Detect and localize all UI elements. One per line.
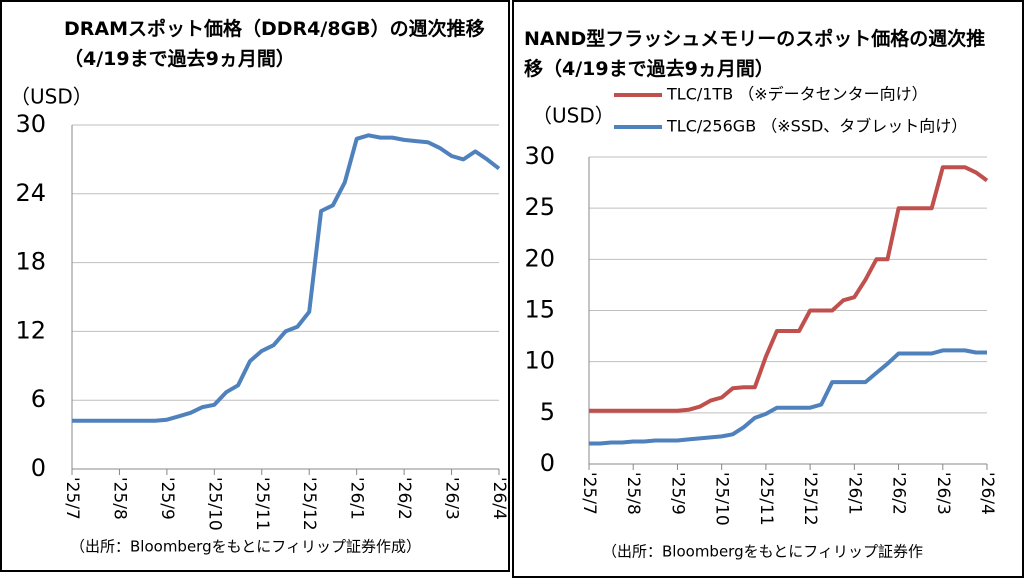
x-tick-label: '26/2: [889, 472, 909, 515]
x-tick-label: '25/11: [756, 472, 776, 526]
y-tick-label: 6: [31, 385, 46, 413]
x-tick-label: '26/3: [442, 477, 462, 520]
y-tick-label: 18: [15, 248, 46, 276]
y-tick-label: 15: [524, 296, 555, 324]
y-axis-label: （USD）: [10, 85, 93, 109]
x-tick-label: '25/9: [667, 472, 687, 515]
y-tick-label: 12: [15, 316, 46, 344]
chart-panel: NAND型フラッシュメモリーのスポット価格の週次推移（4/19まで過去9ヵ月間）…: [512, 0, 1024, 578]
legend-label: TLC/256GB （※SSD、タブレット向け）: [666, 117, 967, 136]
x-tick-label: '25/7: [579, 472, 599, 515]
y-tick-label: 24: [15, 179, 46, 207]
x-tick-label: '26/4: [489, 477, 508, 520]
x-tick-label: '25/8: [623, 472, 643, 515]
x-tick-label: '25/12: [800, 472, 820, 526]
x-tick-label: '25/10: [204, 477, 224, 531]
data-line: [589, 348, 987, 446]
chart-title: DRAMスポット価格（DDR4/8GB）の週次推移（4/19まで過去9ヵ月間）: [64, 18, 485, 70]
x-tick-label: '25/12: [299, 477, 319, 531]
x-tick-label: '26/2: [394, 477, 414, 520]
x-tick-label: '25/10: [712, 472, 732, 526]
chart: 0 6 12 18 24 30（USD） '25/7 '25/8 '25/9 '25/10 '25/…: [10, 85, 508, 556]
y-axis-label: （USD）: [532, 104, 615, 128]
data-line: [72, 133, 501, 423]
x-tick-label: '26/4: [977, 472, 997, 515]
y-tick-label: 0: [540, 449, 555, 477]
y-tick-label: 0: [31, 454, 46, 482]
x-tick-label: '25/11: [252, 477, 272, 531]
x-tick-label: '26/3: [933, 472, 953, 515]
y-tick-label: 10: [524, 347, 555, 375]
source-note: （出所：Bloombergをもとにフィリップ証券作: [602, 543, 923, 561]
chart: 0 5 10 15 20 25 30 （USD） '25/7 '25/8 '25/9 '25/10 '2…: [524, 85, 997, 561]
y-tick-label: 20: [524, 244, 555, 272]
y-tick-label: 30: [524, 142, 555, 170]
legend-label: TLC/1TB （※データセンター向け）: [666, 85, 928, 104]
x-tick-label: '26/1: [347, 477, 367, 520]
chart-title: NAND型フラッシュメモリーのスポット価格の週次推移（4/19まで過去9ヵ月間）: [524, 28, 986, 80]
source-note: （出所：Bloombergをもとにフィリップ証券作成）: [70, 538, 421, 556]
x-tick-label: '25/7: [62, 477, 82, 520]
x-tick-label: '25/9: [157, 477, 177, 520]
x-tick-label: '26/1: [844, 472, 864, 515]
y-tick-label: 25: [524, 193, 555, 221]
data-line: [589, 165, 989, 413]
x-tick-label: '25/8: [109, 477, 129, 520]
y-tick-label: 5: [540, 398, 555, 426]
chart-panel: DRAMスポット価格（DDR4/8GB）の週次推移（4/19まで過去9ヵ月間） 0…: [0, 0, 510, 572]
y-tick-label: 30: [15, 110, 46, 138]
